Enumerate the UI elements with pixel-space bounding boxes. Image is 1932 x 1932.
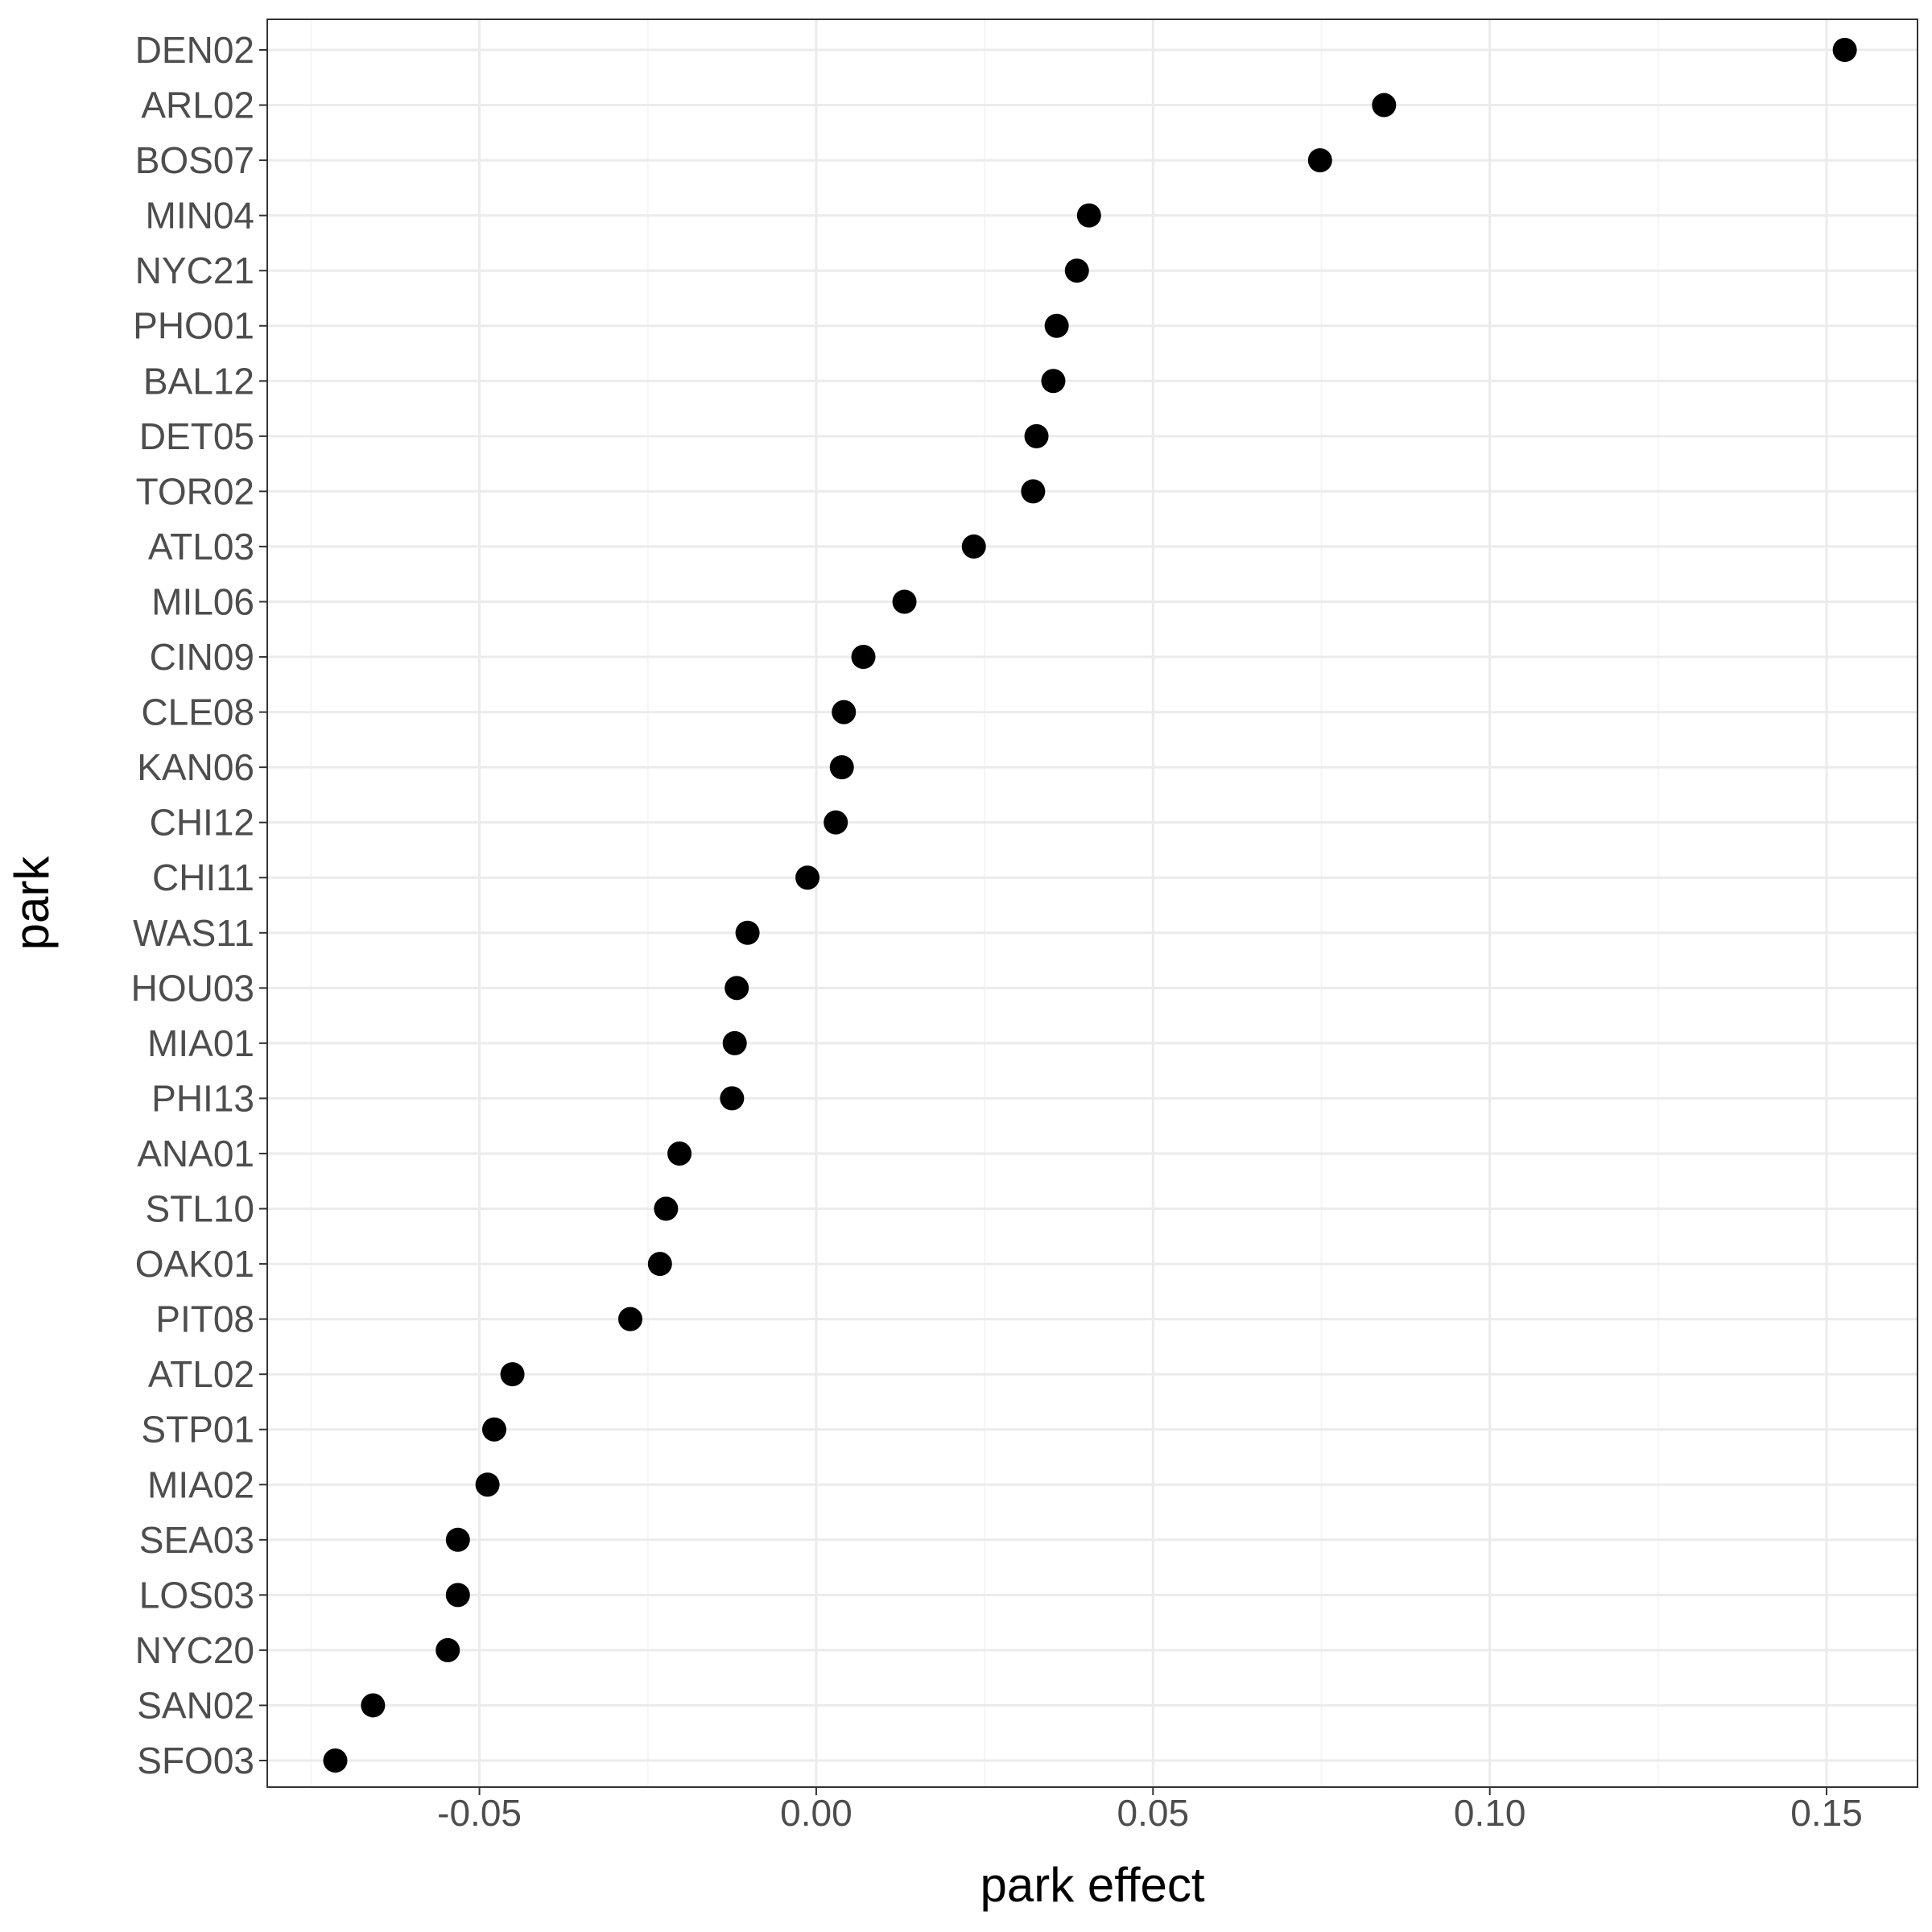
y-tick-label: PIT08 <box>155 1298 254 1340</box>
y-tick-label: BAL12 <box>143 360 254 402</box>
y-tick-label: ATL03 <box>148 526 254 568</box>
data-point-min04 <box>1076 203 1101 228</box>
panel-border <box>266 19 1918 1788</box>
data-point-was11 <box>735 920 760 945</box>
data-point-sea03 <box>445 1527 470 1552</box>
y-tick-label: CHI12 <box>150 802 254 844</box>
y-tick-label: MIL06 <box>151 580 254 622</box>
x-axis-ticks <box>478 1787 1828 1795</box>
data-point-los03 <box>445 1583 470 1608</box>
y-tick-label: CHI11 <box>152 857 254 898</box>
y-tick-label: MIA02 <box>147 1463 254 1505</box>
data-point-cle08 <box>832 700 857 724</box>
data-point-arl02 <box>1372 93 1397 118</box>
data-point-phi13 <box>720 1086 745 1111</box>
data-point-atl02 <box>500 1362 525 1387</box>
data-point-mia02 <box>475 1472 500 1497</box>
y-tick-label: MIA01 <box>147 1022 254 1064</box>
y-tick-label: STP01 <box>141 1409 254 1451</box>
y-tick-label: KAN06 <box>137 746 254 788</box>
data-point-bal12 <box>1041 369 1066 394</box>
data-point-kan06 <box>829 755 854 780</box>
data-point-pho01 <box>1044 313 1069 338</box>
x-tick-label: 0.05 <box>1117 1792 1190 1834</box>
y-tick-label: ATL02 <box>148 1353 254 1395</box>
data-point-oak01 <box>647 1252 672 1277</box>
y-tick-label: SFO03 <box>137 1740 254 1781</box>
y-tick-label: LOS03 <box>139 1574 254 1616</box>
data-point-stl10 <box>654 1196 679 1221</box>
y-tick-label: SAN02 <box>137 1684 254 1726</box>
data-point-cin09 <box>851 645 876 670</box>
data-point-stp01 <box>481 1417 506 1442</box>
data-point-pit08 <box>618 1307 642 1331</box>
data-point-nyc21 <box>1064 258 1089 283</box>
x-tick-label: 0.00 <box>780 1792 852 1834</box>
y-tick-label: ANA01 <box>137 1133 254 1174</box>
data-point-sfo03 <box>323 1748 348 1773</box>
data-point-mia01 <box>722 1030 747 1055</box>
y-tick-label: PHO01 <box>133 305 254 347</box>
y-tick-label: PHI13 <box>151 1077 254 1119</box>
y-tick-label: MIN04 <box>146 195 254 237</box>
y-tick-label: SEA03 <box>139 1519 254 1561</box>
data-point-san02 <box>361 1693 386 1718</box>
x-tick-label: 0.10 <box>1454 1792 1526 1834</box>
y-axis-ticks <box>259 49 267 1761</box>
x-axis-tick-labels: -0.05 0.00 0.05 0.10 0.15 <box>437 1792 1863 1834</box>
data-point-mil06 <box>892 589 917 614</box>
y-tick-label: NYC21 <box>135 250 254 291</box>
data-point-chi12 <box>824 810 848 835</box>
y-tick-label: ARL02 <box>141 85 254 126</box>
x-tick-label: -0.05 <box>437 1792 522 1834</box>
x-tick-label: 0.15 <box>1790 1792 1863 1834</box>
data-point-bos07 <box>1307 148 1332 173</box>
data-point-det05 <box>1024 423 1049 448</box>
y-tick-label: WAS11 <box>133 912 254 954</box>
y-tick-label: DET05 <box>139 415 254 457</box>
data-point-nyc20 <box>436 1637 460 1662</box>
y-axis-title: park <box>5 856 59 951</box>
y-axis-tick-labels: DEN02 ARL02 BOS07 MIN04 NYC21 PHO01 BAL12 DET05… <box>131 29 254 1781</box>
data-point-ana01 <box>667 1141 692 1166</box>
y-tick-label: NYC20 <box>135 1629 254 1671</box>
y-tick-label: CIN09 <box>150 636 254 678</box>
data-point-tor02 <box>1021 479 1046 504</box>
y-tick-label: DEN02 <box>135 29 254 71</box>
y-tick-label: STL10 <box>145 1188 254 1230</box>
data-point-atl03 <box>961 534 986 559</box>
y-tick-label: CLE08 <box>141 691 254 733</box>
y-tick-label: OAK01 <box>135 1243 254 1285</box>
data-point-chi11 <box>795 865 820 890</box>
y-tick-label: TOR02 <box>136 470 254 512</box>
x-axis-title: park effect <box>980 1858 1204 1912</box>
data-point-den02 <box>1832 38 1857 62</box>
data-point-hou03 <box>724 976 749 1001</box>
grid-minor <box>310 19 1659 1787</box>
y-tick-label: HOU03 <box>131 967 254 1009</box>
data-points <box>323 38 1857 1773</box>
y-tick-label: BOS07 <box>135 139 254 181</box>
